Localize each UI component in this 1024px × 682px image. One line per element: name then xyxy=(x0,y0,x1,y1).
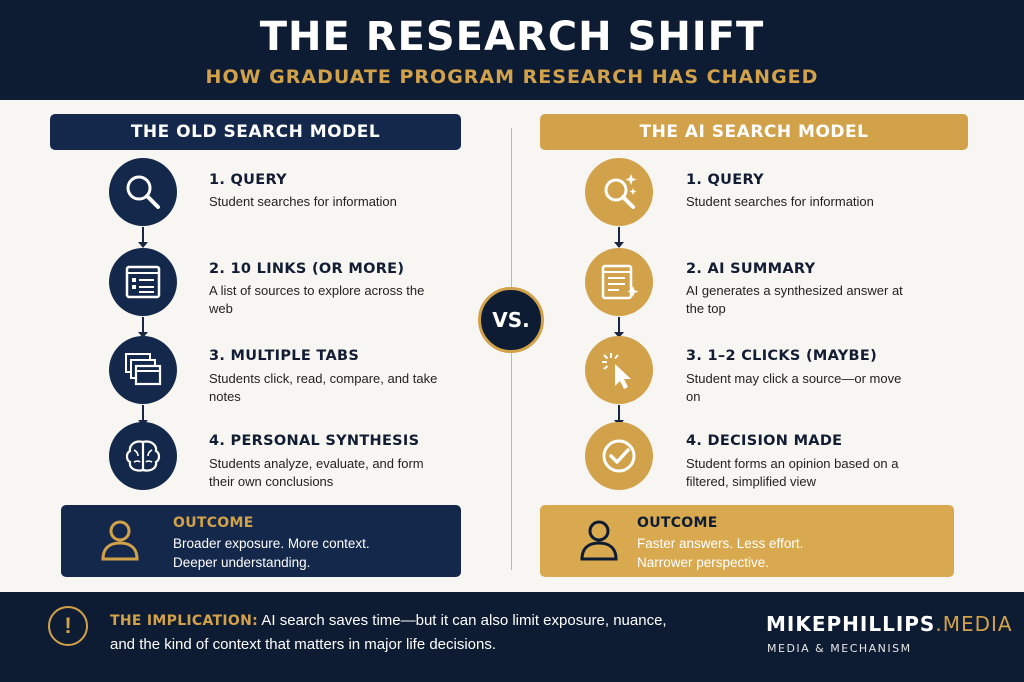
person-icon xyxy=(101,520,139,561)
ai-step-1-title: 1. QUERY xyxy=(686,172,764,188)
old-outcome-line-1: Broader exposure. More context. xyxy=(173,536,370,551)
ai-step-4-title: 4. DECISION MADE xyxy=(686,433,843,449)
step-connector xyxy=(614,405,624,426)
page-title: THE RESEARCH SHIFT xyxy=(259,14,765,60)
magnifier-icon xyxy=(109,158,177,226)
vs-badge: VS. xyxy=(478,287,544,353)
cursor-click-icon xyxy=(585,336,653,404)
ai-outcome-line-1: Faster answers. Less effort. xyxy=(637,536,804,551)
browser-tabs-icon xyxy=(109,336,177,404)
sparkle-magnifier-icon xyxy=(585,158,653,226)
ai-outcome-title: OUTCOME xyxy=(637,515,718,531)
ai-document-icon xyxy=(585,248,653,316)
checkmark-icon xyxy=(585,422,653,490)
old-step-4-desc: Students analyze, evaluate, and form the… xyxy=(209,456,424,489)
brand-accent: .MEDIA xyxy=(935,612,1013,636)
step-connector xyxy=(138,317,148,338)
ai-outcome-box: OUTCOME Faster answers. Less effort. Nar… xyxy=(540,505,954,577)
old-step-2-desc: A list of sources to explore across the … xyxy=(209,283,425,316)
old-step-1-desc: Student searches for information xyxy=(209,194,397,209)
link-list-icon xyxy=(109,248,177,316)
implication-line-1: THE IMPLICATION: AI search saves time—bu… xyxy=(110,612,667,629)
old-step-1-title: 1. QUERY xyxy=(209,172,287,188)
ai-step-3-title: 3. 1–2 CLICKS (MAYBE) xyxy=(686,348,878,364)
old-model-heading: THE OLD SEARCH MODEL xyxy=(50,114,461,150)
brain-icon xyxy=(109,422,177,490)
ai-step-3-desc: Student may click a source—or move on xyxy=(686,371,902,404)
footer-banner: ! THE IMPLICATION: AI search saves time—… xyxy=(0,592,1024,682)
ai-step-2-desc: AI generates a synthesized answer at the… xyxy=(686,283,903,316)
old-outcome-line-2: Deeper understanding. xyxy=(173,555,311,570)
implication-line-2: and the kind of context that matters in … xyxy=(110,636,497,653)
warning-icon: ! xyxy=(48,606,88,646)
step-connector xyxy=(614,317,624,338)
old-step-2-title: 2. 10 LINKS (OR MORE) xyxy=(209,261,405,277)
old-step-4-title: 4. PERSONAL SYNTHESIS xyxy=(209,433,420,449)
page-subtitle: HOW GRADUATE PROGRAM RESEARCH HAS CHANGE… xyxy=(205,66,819,88)
header-banner: THE RESEARCH SHIFT HOW GRADUATE PROGRAM … xyxy=(0,0,1024,100)
ai-step-1-desc: Student searches for information xyxy=(686,194,874,209)
brand-logo: MIKEPHILLIPS.MEDIA xyxy=(766,612,1013,636)
step-connector xyxy=(614,227,624,248)
brand-main: MIKEPHILLIPS xyxy=(766,612,936,636)
ai-outcome-line-2: Narrower perspective. xyxy=(637,555,770,570)
old-outcome-box: OUTCOME Broader exposure. More context. … xyxy=(61,505,461,577)
old-outcome-title: OUTCOME xyxy=(173,515,254,531)
ai-step-2-title: 2. AI SUMMARY xyxy=(686,261,816,277)
old-step-3-title: 3. MULTIPLE TABS xyxy=(209,348,360,364)
ai-model-heading: THE AI SEARCH MODEL xyxy=(540,114,968,150)
old-step-3-desc: Students click, read, compare, and take … xyxy=(209,371,438,404)
person-icon xyxy=(580,520,618,561)
step-connector xyxy=(138,227,148,248)
step-connector xyxy=(138,405,148,426)
ai-step-4-desc: Student forms an opinion based on a filt… xyxy=(686,456,899,489)
implication-text-1: AI search saves time—but it can also lim… xyxy=(261,612,667,629)
brand-tagline: MEDIA & MECHANISM xyxy=(767,642,912,655)
implication-label: THE IMPLICATION: xyxy=(110,613,259,629)
